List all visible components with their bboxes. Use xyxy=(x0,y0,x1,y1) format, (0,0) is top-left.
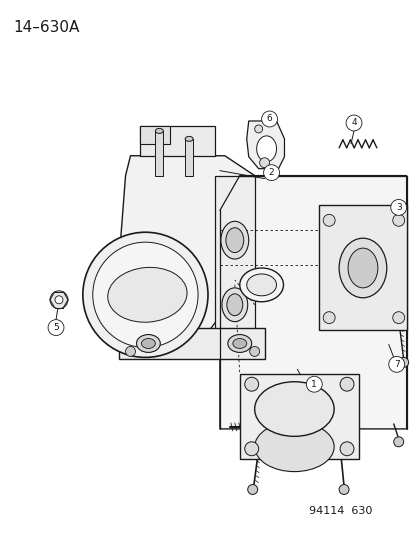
Circle shape xyxy=(244,377,258,391)
Text: 6: 6 xyxy=(266,115,272,124)
Polygon shape xyxy=(214,175,254,340)
Text: 2: 2 xyxy=(268,168,274,177)
Circle shape xyxy=(392,214,404,227)
Text: 4: 4 xyxy=(350,118,356,127)
Ellipse shape xyxy=(232,338,246,349)
Circle shape xyxy=(339,377,353,391)
Polygon shape xyxy=(239,374,358,459)
Polygon shape xyxy=(140,126,214,156)
Circle shape xyxy=(323,312,335,324)
Circle shape xyxy=(249,346,259,357)
Polygon shape xyxy=(185,139,192,175)
Circle shape xyxy=(48,320,64,336)
Circle shape xyxy=(390,199,406,215)
Ellipse shape xyxy=(227,335,251,352)
Circle shape xyxy=(306,376,321,392)
Polygon shape xyxy=(219,175,406,429)
Circle shape xyxy=(55,296,63,304)
Ellipse shape xyxy=(221,288,247,321)
Ellipse shape xyxy=(246,274,276,296)
Text: 7: 7 xyxy=(393,360,399,369)
Ellipse shape xyxy=(225,228,243,253)
Ellipse shape xyxy=(155,128,163,133)
Polygon shape xyxy=(318,205,406,329)
Polygon shape xyxy=(246,121,284,168)
Ellipse shape xyxy=(185,136,192,141)
Circle shape xyxy=(392,312,404,324)
Circle shape xyxy=(93,242,197,348)
Polygon shape xyxy=(155,131,163,175)
Ellipse shape xyxy=(136,335,160,352)
Ellipse shape xyxy=(141,338,155,349)
Text: 94114  630: 94114 630 xyxy=(309,506,372,516)
Circle shape xyxy=(338,484,348,495)
Circle shape xyxy=(263,165,279,181)
Circle shape xyxy=(83,232,207,358)
Circle shape xyxy=(50,291,68,309)
Polygon shape xyxy=(140,126,170,144)
Circle shape xyxy=(247,484,257,495)
Text: 3: 3 xyxy=(395,203,401,212)
Circle shape xyxy=(125,346,135,357)
Circle shape xyxy=(323,214,335,227)
Circle shape xyxy=(259,158,269,168)
Circle shape xyxy=(339,442,353,456)
Ellipse shape xyxy=(338,238,386,298)
Circle shape xyxy=(398,358,408,367)
Ellipse shape xyxy=(239,268,283,302)
Circle shape xyxy=(393,437,403,447)
Ellipse shape xyxy=(254,422,333,472)
Text: 1: 1 xyxy=(311,379,316,389)
Ellipse shape xyxy=(221,221,248,259)
Polygon shape xyxy=(118,328,264,359)
Polygon shape xyxy=(120,156,254,344)
Ellipse shape xyxy=(107,268,187,322)
Circle shape xyxy=(388,357,404,372)
Ellipse shape xyxy=(254,382,333,437)
Ellipse shape xyxy=(226,294,242,316)
Circle shape xyxy=(244,442,258,456)
Circle shape xyxy=(254,125,262,133)
Text: 5: 5 xyxy=(53,323,59,332)
Ellipse shape xyxy=(347,248,377,288)
Ellipse shape xyxy=(256,136,276,161)
Circle shape xyxy=(261,111,277,127)
Text: 14–630A: 14–630A xyxy=(13,20,79,35)
Circle shape xyxy=(345,115,361,131)
